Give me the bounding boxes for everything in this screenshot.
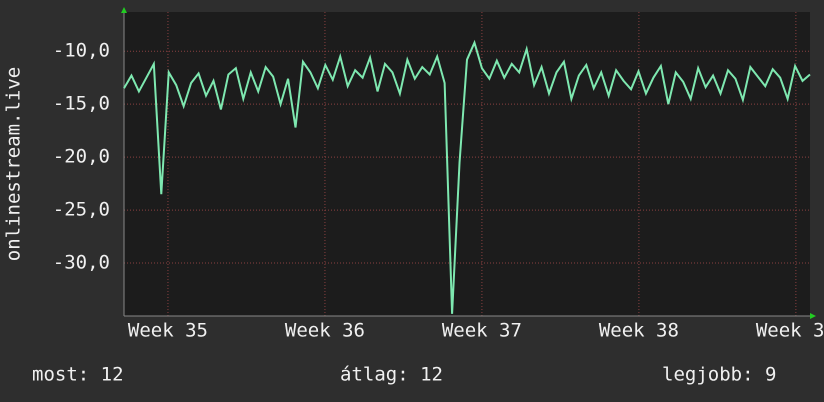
x-tick-label: Week 35	[128, 320, 208, 342]
stat-now: most: 12	[32, 364, 124, 386]
stat-best: legjobb: 9	[662, 364, 776, 386]
y-axis-label: onlinestream.live	[3, 67, 25, 261]
x-arrow	[810, 313, 816, 319]
y-tick-label: -20,0	[53, 146, 110, 168]
x-tick-label: Week 37	[442, 320, 522, 342]
y-arrow	[121, 7, 127, 13]
y-tick-label: -10,0	[53, 40, 110, 62]
x-tick-label: Week 36	[285, 320, 365, 342]
y-tick-label: -30,0	[53, 252, 110, 274]
y-tick-label: -25,0	[53, 199, 110, 221]
grid	[124, 12, 810, 316]
x-tick-label: Week 39	[756, 320, 824, 342]
x-tick-label: Week 38	[599, 320, 679, 342]
stat-average: átlag: 12	[340, 364, 443, 386]
data-line	[123, 39, 811, 314]
y-tick-label: -15,0	[53, 93, 110, 115]
